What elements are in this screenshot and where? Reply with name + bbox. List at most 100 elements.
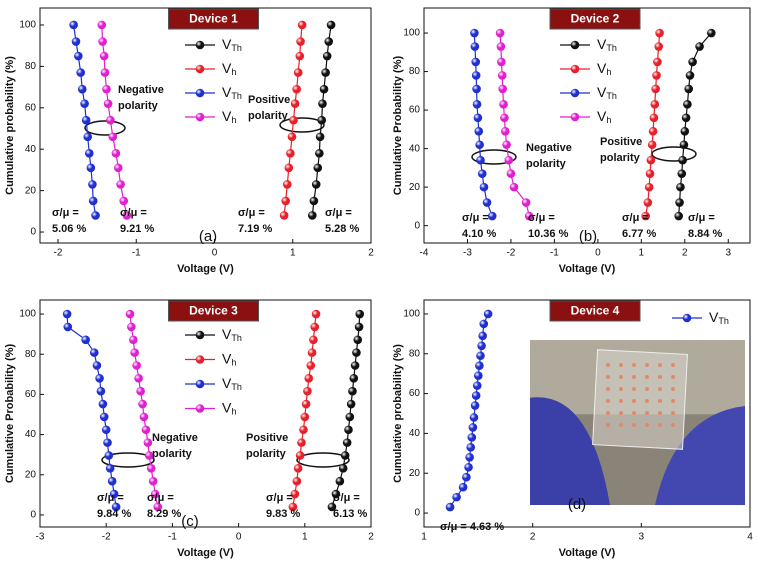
- title-box: [549, 300, 641, 322]
- plot-frame: [423, 7, 751, 244]
- y-tick-label: 0: [30, 510, 36, 521]
- data-point: [524, 211, 534, 221]
- photo-pad: [671, 411, 675, 415]
- data-point: [89, 348, 99, 357]
- data-point: [472, 84, 481, 94]
- y-tick-label: 100: [403, 28, 420, 39]
- data-point: [655, 28, 664, 38]
- data-point: [284, 163, 294, 173]
- data-point: [317, 115, 327, 125]
- data-point: [497, 71, 507, 80]
- x-tick-label: -2: [102, 532, 111, 543]
- legend-marker: [195, 355, 205, 364]
- photo-pad: [632, 387, 636, 391]
- legend-label: VTh: [222, 36, 242, 54]
- data-point: [340, 451, 350, 460]
- annotation: σ/μ =: [325, 207, 352, 219]
- data-point: [109, 489, 119, 499]
- data-point: [119, 196, 129, 206]
- data-point: [150, 489, 160, 499]
- data-point: [521, 198, 531, 207]
- photo-pad: [632, 411, 636, 415]
- data-point: [71, 37, 81, 46]
- data-point: [506, 169, 516, 178]
- annotation: 9.83 %: [266, 508, 300, 520]
- annotation: σ/μ =: [97, 492, 124, 504]
- x-tick-label: 0: [212, 248, 218, 259]
- series-line: [129, 314, 159, 508]
- data-point: [288, 502, 298, 512]
- data-point: [299, 425, 308, 435]
- data-point: [301, 399, 311, 409]
- y-tick-label: 0: [30, 227, 36, 238]
- annotation: σ/μ =: [528, 212, 555, 224]
- photo-pad: [645, 375, 649, 379]
- photo-pad: [645, 363, 649, 367]
- photo-pad: [619, 363, 623, 367]
- data-point: [134, 374, 143, 383]
- legend-marker: [570, 40, 580, 50]
- data-point: [684, 84, 694, 94]
- photo-pad: [619, 423, 623, 427]
- data-point: [695, 42, 704, 51]
- data-point: [476, 351, 485, 361]
- annotation: 8.29 %: [147, 508, 181, 520]
- legend-marker: [195, 88, 205, 98]
- data-point: [132, 361, 141, 370]
- data-point: [74, 51, 83, 61]
- data-point: [473, 113, 483, 123]
- data-point: [498, 84, 507, 94]
- data-point: [645, 169, 655, 178]
- x-tick-label: -2: [506, 248, 515, 259]
- panel-label: (b): [579, 228, 597, 245]
- data-point: [97, 20, 107, 30]
- annotation: polarity: [246, 448, 287, 460]
- annotation: Negative: [526, 142, 572, 154]
- y-axis-label: Cumulative Probability (%): [392, 55, 404, 195]
- legend-marker: [195, 64, 205, 74]
- series-line: [331, 314, 361, 508]
- data-point: [103, 99, 113, 108]
- annotation: 9.84 %: [97, 508, 131, 520]
- data-point: [676, 182, 685, 192]
- data-point: [287, 132, 297, 142]
- x-tick-label: 1: [290, 248, 296, 259]
- data-point: [464, 462, 473, 472]
- photo-pad: [606, 423, 610, 427]
- data-point: [326, 20, 336, 30]
- highlight-ellipse: [101, 452, 155, 468]
- data-point: [296, 37, 305, 46]
- data-point: [649, 113, 659, 123]
- x-tick-label: -1: [550, 248, 559, 259]
- x-tick-label: 1: [421, 532, 427, 543]
- data-point: [471, 391, 481, 400]
- photo-pad: [632, 363, 636, 367]
- data-point: [84, 149, 94, 158]
- data-point: [321, 68, 330, 77]
- legend-label: Vh: [597, 60, 611, 78]
- data-point: [104, 451, 114, 460]
- data-point: [500, 126, 510, 136]
- data-point: [297, 438, 306, 447]
- data-point: [311, 180, 321, 189]
- x-tick-label: -1: [168, 532, 177, 543]
- data-point: [678, 155, 687, 165]
- data-point: [307, 348, 317, 357]
- data-point: [144, 451, 154, 460]
- photo-pad: [658, 387, 662, 391]
- legend-label: Vh: [597, 108, 611, 126]
- data-point: [650, 100, 660, 109]
- data-point: [141, 425, 151, 435]
- highlight-ellipse: [471, 149, 517, 165]
- data-point: [282, 180, 292, 189]
- data-point: [338, 464, 348, 473]
- data-point: [470, 42, 480, 51]
- x-axis-label: Voltage (V): [177, 547, 234, 559]
- photo-pad: [619, 399, 623, 403]
- data-point: [355, 309, 365, 319]
- data-point: [81, 115, 91, 125]
- photo-pad: [606, 399, 610, 403]
- x-tick-label: -2: [54, 248, 63, 259]
- y-tick-label: 40: [409, 428, 421, 439]
